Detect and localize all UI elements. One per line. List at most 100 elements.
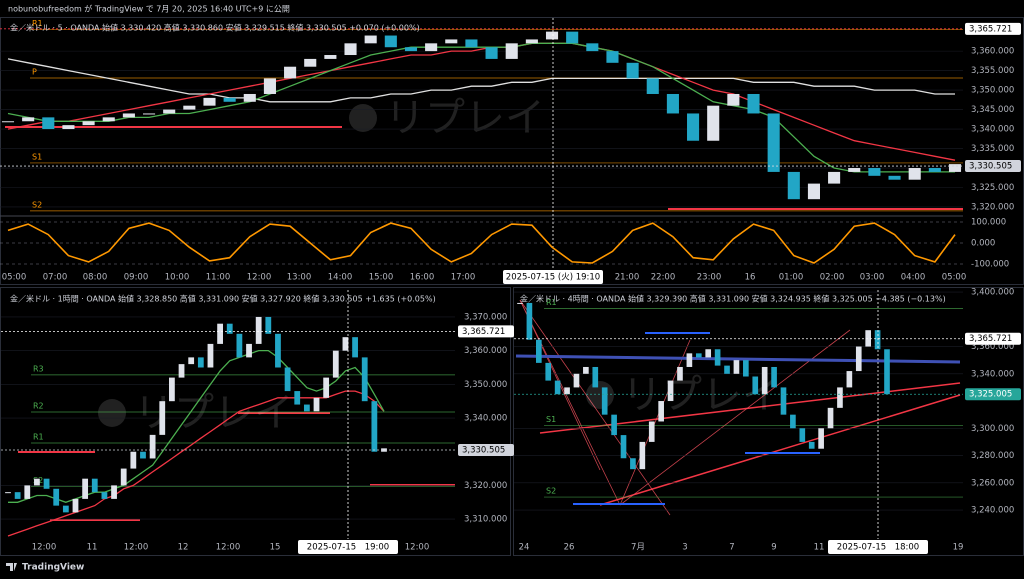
candle bbox=[34, 478, 40, 486]
crosshair-label: 2025-07-15 (火) 19:10 bbox=[506, 273, 600, 283]
candle bbox=[43, 478, 50, 489]
candle bbox=[799, 428, 806, 442]
time-label: 9 bbox=[771, 543, 776, 553]
candle bbox=[236, 333, 243, 358]
candle bbox=[639, 441, 646, 470]
candle bbox=[275, 333, 281, 368]
candle bbox=[908, 168, 921, 180]
time-label: 16:00 bbox=[410, 273, 435, 283]
time-label: 19 bbox=[953, 543, 964, 553]
moving-average bbox=[7, 42, 955, 173]
candle bbox=[525, 39, 538, 44]
moving-average bbox=[7, 42, 956, 161]
candle bbox=[425, 43, 438, 52]
candle bbox=[207, 343, 214, 368]
price-label-box bbox=[965, 160, 1021, 173]
time-label: 02:00 bbox=[820, 273, 845, 283]
y-tick-label: 3,335.000 bbox=[971, 144, 1014, 154]
candle bbox=[22, 117, 35, 122]
y-tick-label: 3,350.000 bbox=[971, 86, 1014, 96]
candle bbox=[183, 105, 196, 110]
pivot-label: R2 bbox=[33, 401, 44, 410]
candle bbox=[687, 113, 700, 141]
time-label: 12:00 bbox=[247, 273, 272, 283]
time-label: 15 bbox=[270, 543, 281, 553]
candle bbox=[140, 451, 146, 459]
candle bbox=[626, 62, 639, 79]
time-label: 07:00 bbox=[43, 273, 68, 283]
candle bbox=[767, 113, 780, 172]
pivot-label: S1 bbox=[546, 415, 556, 424]
time-label: 14:00 bbox=[328, 273, 353, 283]
y-tick-label: 3,240.000 bbox=[971, 506, 1014, 516]
candle bbox=[727, 93, 740, 106]
candle bbox=[554, 380, 561, 395]
candle bbox=[332, 350, 339, 378]
candle bbox=[695, 353, 702, 358]
candle bbox=[223, 97, 236, 102]
candle bbox=[566, 31, 579, 44]
candle bbox=[517, 302, 523, 304]
candle bbox=[42, 117, 55, 130]
crosshair-label-box bbox=[503, 270, 603, 284]
osc-tick-label: 100.000 bbox=[971, 218, 1006, 228]
candle bbox=[658, 401, 664, 422]
crosshair-label-box bbox=[828, 540, 928, 554]
candle bbox=[122, 113, 135, 118]
replay-icon bbox=[349, 104, 377, 132]
candle bbox=[142, 113, 156, 115]
moving-average bbox=[8, 349, 385, 503]
candle bbox=[111, 485, 117, 499]
candle bbox=[780, 387, 787, 415]
candle bbox=[120, 468, 127, 486]
time-label: 12:00 bbox=[405, 543, 430, 553]
chart-layer: リプレイ3,320.0003,325.0003,330.0003,335.000… bbox=[0, 18, 1021, 554]
candle bbox=[948, 164, 962, 172]
candle bbox=[865, 330, 872, 347]
y-tick-label: 3,360.000 bbox=[971, 342, 1014, 352]
candle bbox=[818, 428, 824, 449]
time-label: 13:00 bbox=[287, 273, 312, 283]
oscillator-line bbox=[7, 222, 956, 264]
price-label: 3,365.721 bbox=[969, 334, 1012, 344]
candle bbox=[159, 401, 166, 435]
candle bbox=[284, 66, 297, 79]
candle bbox=[217, 323, 223, 344]
time-label: 7月 bbox=[631, 543, 645, 553]
price-label-box bbox=[458, 444, 514, 457]
candle bbox=[573, 373, 580, 388]
time-label: 11:00 bbox=[206, 273, 231, 283]
time-label: 12:00 bbox=[124, 543, 149, 553]
footer-logo: TradingView bbox=[6, 563, 84, 573]
candle bbox=[294, 391, 301, 405]
y-tick-label: 3,400.000 bbox=[971, 288, 1014, 298]
candle bbox=[771, 366, 777, 388]
candle bbox=[24, 485, 31, 499]
y-tick-label: 3,360.000 bbox=[464, 346, 507, 356]
candle bbox=[324, 55, 337, 59]
candle bbox=[586, 43, 599, 52]
time-label: 12:00 bbox=[216, 543, 241, 553]
candle bbox=[874, 330, 881, 350]
candle bbox=[648, 421, 655, 442]
candle bbox=[304, 58, 317, 67]
candle bbox=[505, 43, 518, 59]
candle bbox=[263, 78, 276, 94]
candle bbox=[848, 168, 861, 172]
time-label: 23:00 bbox=[697, 273, 722, 283]
crosshair-label: 2025-07-15 19:00 bbox=[307, 543, 389, 553]
candle bbox=[265, 316, 272, 334]
y-tick-label: 3,350.000 bbox=[464, 380, 507, 390]
time-label: 16 bbox=[745, 273, 756, 283]
candle bbox=[1, 121, 15, 123]
candle bbox=[284, 367, 291, 392]
pivot-label: S2 bbox=[546, 487, 556, 496]
candle bbox=[686, 353, 693, 367]
price-label: 3,330.505 bbox=[462, 446, 505, 456]
price-label-box bbox=[965, 388, 1021, 401]
candle bbox=[5, 492, 11, 494]
time-label: 05:00 bbox=[942, 273, 967, 283]
y-tick-label: 3,370.000 bbox=[464, 312, 507, 322]
fan-line bbox=[519, 299, 621, 506]
